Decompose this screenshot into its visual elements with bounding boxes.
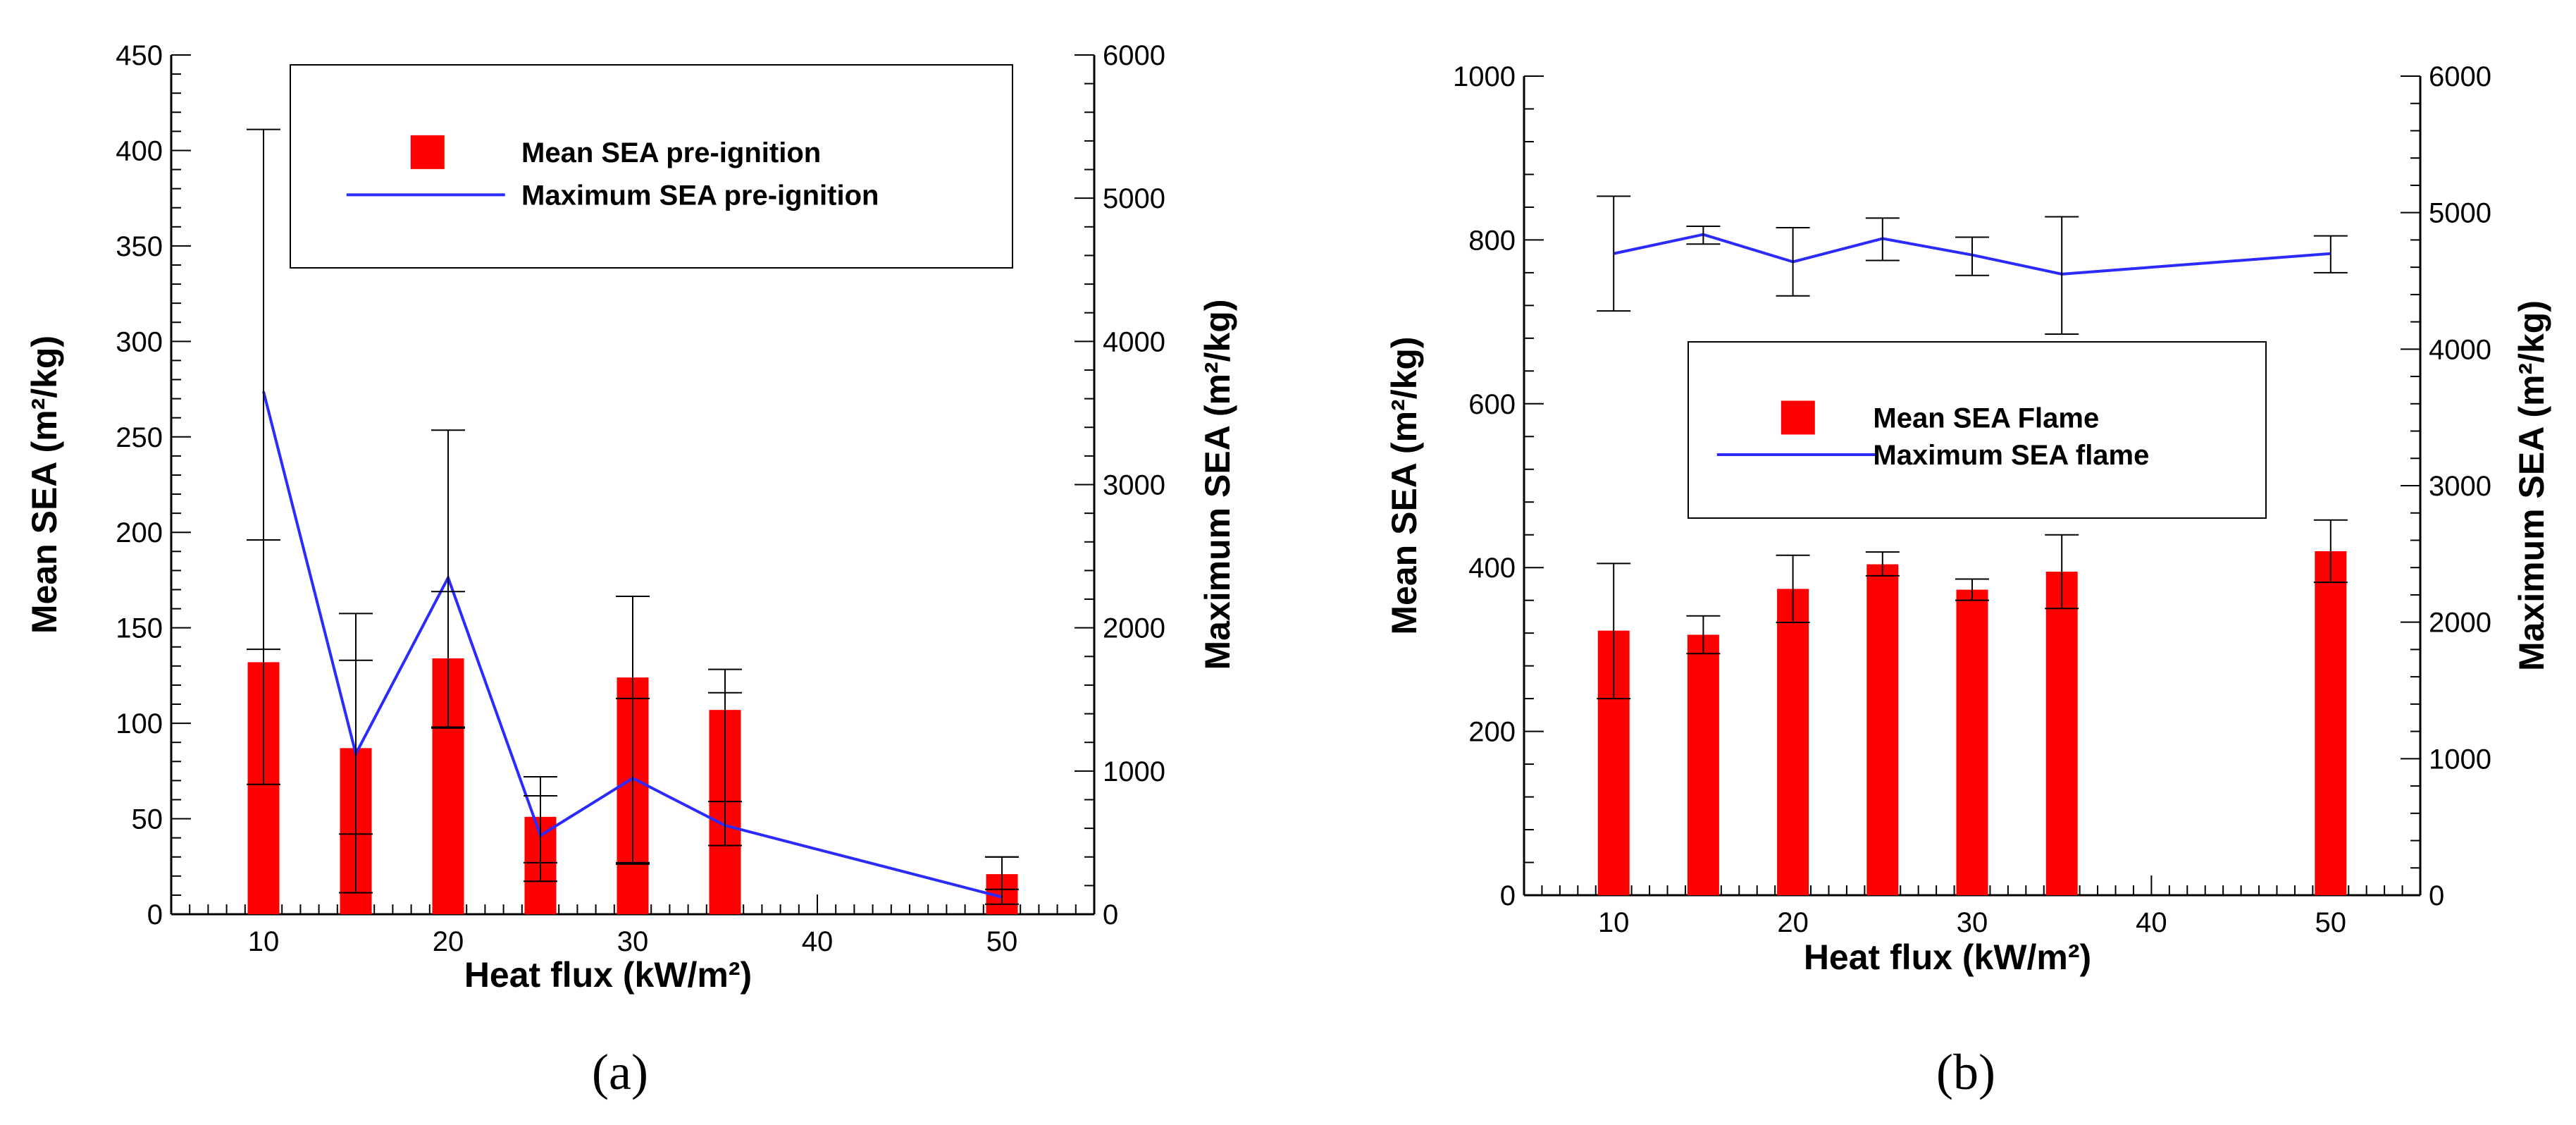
- legend-label: Mean SEA Flame: [1873, 403, 2099, 434]
- x-tick-label: 40: [802, 926, 834, 957]
- panel-a-chart: 10 20 30 40 50 0 50 100 150 200 250 300 350 400 450 0 10…: [25, 40, 1237, 1100]
- y2-axis-title: Maximum SEA (m²/kg): [2512, 300, 2551, 671]
- y-tick-label: 400: [116, 135, 163, 166]
- x-tick-label: 50: [986, 926, 1018, 957]
- x-axis-title: Heat flux (kW/m²): [464, 955, 752, 995]
- x-tick-label: 20: [433, 926, 464, 957]
- y2-tick-label: 6000: [1103, 40, 1165, 71]
- bar: [1777, 589, 1809, 895]
- x-tick-label: 30: [1957, 907, 1988, 938]
- y-tick-label: 0: [147, 899, 163, 930]
- y-tick-label: 350: [116, 231, 163, 262]
- y-tick-label: 600: [1468, 389, 1516, 420]
- bar: [2315, 551, 2347, 895]
- y-tick-label: 450: [116, 40, 163, 71]
- y-axis-title: Mean SEA (m²/kg): [1385, 336, 1424, 634]
- legend-swatch-bar: [1781, 400, 1815, 435]
- panel-b-chart: 10 20 30 40 50 0 200 400 600 800 1000 0 1000 2000 3000…: [1385, 61, 2551, 1100]
- y2-tick-label: 0: [2429, 880, 2444, 911]
- y-tick-label: 100: [116, 708, 163, 739]
- x-axis-title: Heat flux (kW/m²): [1804, 938, 2091, 977]
- y-tick-label: 250: [116, 422, 163, 453]
- x-tick-label: 20: [1777, 907, 1809, 938]
- y2-tick-label: 2000: [2429, 608, 2491, 639]
- y2-tick-label: 3000: [1103, 470, 1165, 501]
- x-tick-label: 40: [2136, 907, 2167, 938]
- y-tick-label: 200: [1468, 717, 1516, 748]
- x-tick-label: 50: [2315, 907, 2347, 938]
- y2-tick-label: 4000: [1103, 326, 1165, 357]
- y-tick-label: 200: [116, 517, 163, 548]
- y2-tick-label: 1000: [1103, 756, 1165, 787]
- y-tick-label: 800: [1468, 225, 1516, 256]
- legend-label: Maximum SEA flame: [1873, 440, 2149, 471]
- bar: [1956, 589, 1988, 895]
- bar: [2045, 572, 2078, 895]
- y2-tick-label: 1000: [2429, 744, 2491, 775]
- y-axis-title: Mean SEA (m²/kg): [25, 336, 64, 634]
- legend-label: Maximum SEA pre-ignition: [521, 180, 879, 211]
- y2-tick-label: 2000: [1103, 613, 1165, 644]
- bar: [1687, 634, 1719, 895]
- y2-tick-label: 6000: [2429, 61, 2491, 92]
- bar: [1866, 564, 1899, 895]
- y2-tick-label: 4000: [2429, 334, 2491, 365]
- y2-tick-label: 0: [1103, 899, 1118, 930]
- y-tick-label: 50: [132, 804, 163, 835]
- legend-swatch-bar: [410, 135, 445, 169]
- y2-tick-label: 5000: [1103, 183, 1165, 214]
- y-tick-label: 400: [1468, 553, 1516, 584]
- x-tick-label: 10: [1598, 907, 1630, 938]
- y-tick-label: 0: [1500, 880, 1516, 911]
- y2-tick-label: 3000: [2429, 471, 2491, 502]
- y2-axis-title: Maximum SEA (m²/kg): [1198, 299, 1237, 670]
- x-tick-label: 10: [248, 926, 280, 957]
- panel-label: (a): [592, 1044, 648, 1100]
- y-tick-label: 150: [116, 613, 163, 644]
- y2-tick-label: 5000: [2429, 198, 2491, 229]
- y-tick-label: 300: [116, 326, 163, 357]
- panel-label: (b): [1936, 1044, 1995, 1100]
- y-tick-label: 1000: [1453, 61, 1516, 92]
- x-tick-label: 30: [617, 926, 649, 957]
- legend-label: Mean SEA pre-ignition: [521, 137, 821, 168]
